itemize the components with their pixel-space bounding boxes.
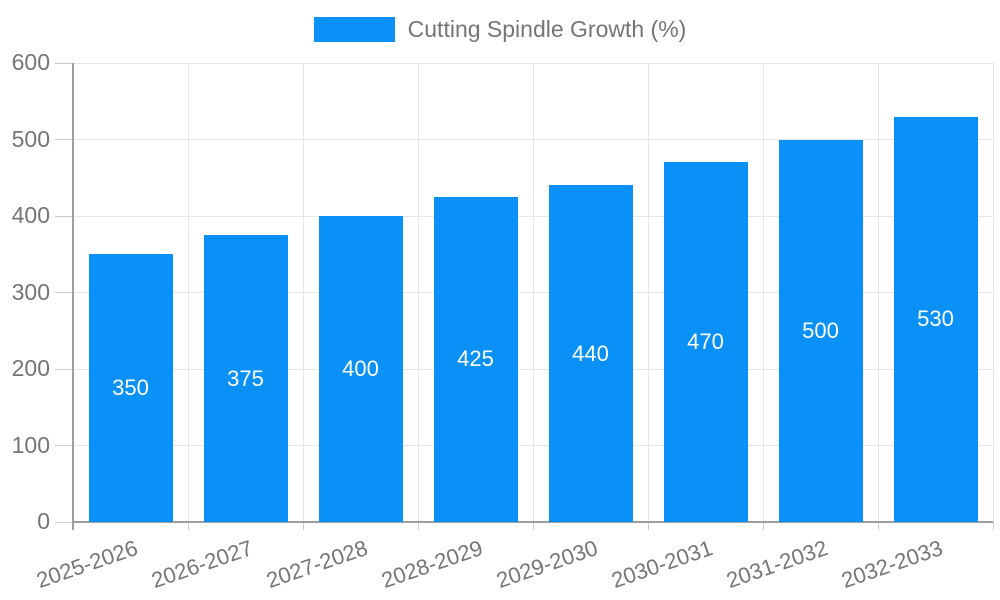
bar-value-label: 375 bbox=[227, 365, 264, 391]
x-axis-tick bbox=[992, 522, 994, 530]
y-axis-tick bbox=[55, 292, 73, 293]
y-axis-tick-label: 100 bbox=[11, 431, 50, 458]
legend-label: Cutting Spindle Growth (%) bbox=[407, 16, 687, 42]
x-axis-line bbox=[73, 521, 993, 523]
bar-value-label: 530 bbox=[917, 306, 954, 332]
y-axis-tick bbox=[55, 368, 73, 370]
bar: 425 bbox=[433, 196, 518, 522]
bar: 400 bbox=[318, 216, 403, 522]
y-axis-tick bbox=[55, 215, 73, 217]
x-axis-tick bbox=[187, 522, 189, 530]
bar: 440 bbox=[548, 185, 633, 522]
bar-value-label: 400 bbox=[342, 356, 379, 381]
x-axis-tick-label: 2025-2026 bbox=[32, 535, 141, 593]
bar-value-label: 425 bbox=[457, 346, 494, 372]
bar-value-label: 440 bbox=[572, 340, 609, 366]
bar: 500 bbox=[778, 139, 863, 522]
y-axis-tick-label: 200 bbox=[11, 355, 50, 381]
bar: 375 bbox=[203, 235, 288, 522]
y-axis-tick bbox=[55, 521, 73, 523]
gridline-vertical bbox=[417, 63, 419, 522]
y-axis-tick-label: 500 bbox=[11, 125, 50, 152]
x-axis-tick bbox=[302, 522, 304, 530]
x-axis-tick bbox=[647, 522, 649, 530]
x-axis-tick-label: 2031-2032 bbox=[722, 535, 831, 593]
x-axis-tick bbox=[532, 522, 534, 530]
legend-swatch bbox=[313, 17, 395, 42]
y-axis-tick bbox=[55, 445, 73, 446]
x-axis-tick-label: 2027-2028 bbox=[262, 535, 371, 593]
bar-value-label: 350 bbox=[112, 375, 149, 401]
y-axis-tick-label: 300 bbox=[11, 278, 50, 305]
x-axis-tick-label: 2026-2027 bbox=[147, 535, 256, 593]
x-axis-tick-label: 2028-2029 bbox=[377, 535, 486, 593]
gridline-vertical bbox=[532, 63, 534, 522]
y-axis-tick-label: 600 bbox=[11, 49, 50, 75]
x-axis-tick-label: 2032-2033 bbox=[837, 535, 946, 593]
x-axis-tick bbox=[417, 522, 419, 530]
x-axis-tick-label: 2030-2031 bbox=[607, 535, 716, 593]
bar: 350 bbox=[88, 254, 173, 522]
bar: 470 bbox=[663, 162, 748, 522]
gridline-vertical bbox=[877, 63, 879, 522]
y-axis-tick bbox=[55, 62, 73, 64]
y-axis-tick-label: 400 bbox=[11, 202, 50, 228]
gridline-vertical bbox=[992, 63, 994, 522]
x-axis-tick bbox=[877, 522, 879, 530]
gridline-vertical bbox=[762, 63, 764, 522]
legend: Cutting Spindle Growth (%) bbox=[0, 16, 1000, 43]
y-axis-tick bbox=[55, 139, 73, 140]
bar-value-label: 470 bbox=[687, 329, 724, 355]
x-axis-tick bbox=[762, 522, 764, 530]
bar: 530 bbox=[893, 116, 978, 522]
gridline-vertical bbox=[302, 63, 304, 522]
x-axis-tick-label: 2029-2030 bbox=[492, 535, 601, 593]
gridline-vertical bbox=[647, 63, 649, 522]
y-axis-tick-label: 0 bbox=[37, 508, 50, 534]
gridline-vertical bbox=[187, 63, 189, 522]
bar-value-label: 500 bbox=[802, 317, 839, 343]
y-axis-line bbox=[72, 63, 74, 530]
